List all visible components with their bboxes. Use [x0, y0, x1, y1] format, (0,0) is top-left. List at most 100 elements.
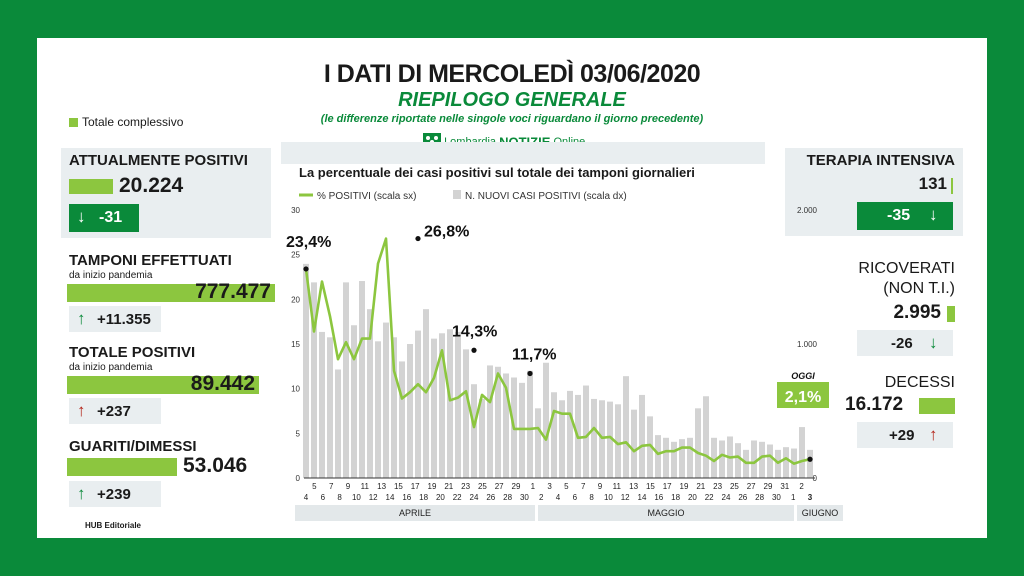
month-label: MAGGIO [647, 508, 684, 518]
arrow-down-icon: ↓ [77, 207, 86, 226]
x-tick-top: 15 [394, 482, 403, 491]
x-tick-top: 29 [764, 482, 773, 491]
x-tick-top: 25 [730, 482, 739, 491]
chart: La percentuale dei casi positivi sul tot… [281, 142, 843, 521]
arrow-up-icon: ↑ [77, 401, 86, 420]
bar [327, 337, 333, 478]
x-tick-bottom: 14 [638, 493, 647, 502]
ricoverati-delta: -26 ↓ [857, 330, 953, 356]
bar [695, 408, 701, 478]
x-tick-top: 3 [547, 482, 552, 491]
tamponi-delta-value: +11.355 [97, 311, 151, 328]
y-left-tick: 10 [291, 385, 300, 394]
x-tick-bottom: 24 [470, 493, 479, 502]
bar [751, 440, 757, 478]
chart-title-bg [281, 142, 765, 164]
bar [487, 365, 493, 478]
page-title: I DATI DI MERCOLEDÌ 03/06/2020 [323, 60, 701, 88]
bar [319, 331, 325, 478]
x-tick-top: 11 [361, 482, 370, 491]
bar [671, 441, 677, 478]
y-left-tick: 25 [291, 251, 300, 260]
y-right-tick: 2.000 [797, 206, 818, 215]
bar [703, 396, 709, 478]
month-label: GIUGNO [802, 508, 839, 518]
guariti-delta: ↑ +239 [69, 481, 161, 507]
bar [567, 390, 573, 478]
x-tick-bottom: 4 [304, 493, 309, 502]
attualmente-delta: ↓ -31 [69, 204, 139, 232]
decessi-label: DECESSI [884, 374, 955, 391]
y-left-tick: 5 [296, 429, 301, 438]
x-tick-top: 9 [346, 482, 351, 491]
bar [543, 362, 549, 478]
x-tick-top: 27 [747, 482, 756, 491]
attualmente-value: 20.224 [119, 174, 184, 197]
bar [599, 400, 605, 478]
bar [303, 263, 309, 478]
bar [391, 337, 397, 478]
bar [447, 329, 453, 478]
bar [479, 398, 485, 478]
legend-bar-swatch [453, 190, 461, 199]
month-band [295, 505, 535, 521]
bar [535, 408, 541, 478]
annotation-dot [527, 370, 533, 377]
x-tick-bottom: 22 [705, 493, 714, 502]
x-tick-top: 25 [478, 482, 487, 491]
totale-sub: da inizio pandemia [69, 362, 153, 373]
totale-delta: ↑ +237 [69, 398, 161, 424]
x-tick-top: 27 [495, 482, 504, 491]
x-tick-top: 5 [312, 482, 317, 491]
x-tick-bottom: 28 [503, 493, 512, 502]
bar [759, 441, 765, 478]
bar [375, 341, 381, 478]
x-tick-top: 11 [613, 482, 622, 491]
x-tick-bottom: 26 [738, 493, 747, 502]
x-tick-top: 19 [680, 482, 689, 491]
guariti-bar [67, 458, 177, 476]
y-axis-right: 0 1.000 2.000 [797, 206, 818, 483]
annotation-dot [303, 266, 309, 272]
bar [783, 447, 789, 478]
x-tick-top: 19 [428, 482, 437, 491]
ricoverati-bar [947, 306, 955, 322]
x-tick-bottom: 20 [688, 493, 697, 502]
today-tag: OGGI [791, 371, 815, 381]
x-tick-bottom: 22 [453, 493, 462, 502]
infographic-panel: I DATI DI MERCOLEDÌ 03/06/2020 RIEPILOGO… [37, 38, 987, 538]
bar [383, 322, 389, 478]
tamponi-label: TAMPONI EFFETTUATI [69, 252, 232, 269]
decessi-value: 16.172 [845, 394, 904, 415]
x-tick-top: 5 [564, 482, 569, 491]
legend-nuovi: N. NUOVI CASI POSITIVI (scala dx) [465, 191, 627, 202]
x-tick-bottom: 6 [573, 493, 578, 502]
bar [415, 330, 421, 478]
annotation-dot [415, 235, 421, 242]
x-tick-top: 13 [377, 482, 386, 491]
bar [807, 449, 813, 478]
bar [591, 398, 597, 478]
bar [527, 370, 533, 478]
arrow-down-icon: ↓ [929, 205, 938, 224]
arrow-up-icon: ↑ [929, 425, 938, 444]
month-band [797, 505, 843, 521]
x-tick-top: 15 [646, 482, 655, 491]
x-tick-top: 21 [696, 482, 705, 491]
x-tick-top: 21 [444, 482, 453, 491]
x-tick-top: 2 [799, 482, 804, 491]
tamponi-value: 777.477 [195, 280, 271, 303]
bar [679, 439, 685, 478]
decessi-delta-value: +29 [889, 427, 915, 444]
bar [431, 338, 437, 478]
terapia-delta-value: -35 [887, 207, 911, 224]
bar [399, 361, 405, 478]
terapia-value: 131 [918, 174, 947, 193]
bar [583, 385, 589, 478]
bar [799, 427, 805, 478]
bar [439, 333, 445, 478]
arrow-down-icon: ↓ [929, 333, 938, 352]
x-ticks: 4 6 8 10 12 14 16 18 20 22 24 26 28 30 2 4 6 8 10 12 14 16 18 2… [304, 482, 813, 502]
x-tick-top: 7 [581, 482, 586, 491]
x-tick-bottom: 6 [321, 493, 326, 502]
